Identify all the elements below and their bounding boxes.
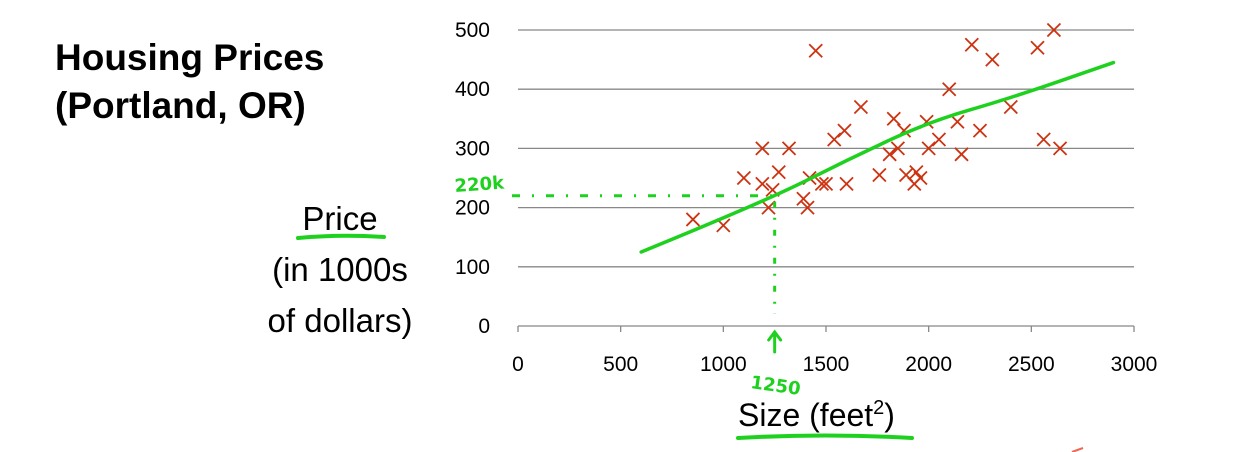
data-point bbox=[800, 200, 815, 215]
x-tick-0: 0 bbox=[512, 353, 524, 376]
data-point bbox=[931, 132, 947, 147]
fit-line-group bbox=[639, 60, 1116, 254]
y-axis-label-line-1: Price bbox=[302, 200, 378, 237]
x-tick-2500: 2500 bbox=[1008, 353, 1055, 376]
data-point bbox=[921, 141, 936, 156]
data-point bbox=[814, 176, 830, 192]
data-point bbox=[1003, 99, 1018, 115]
data-point bbox=[781, 141, 797, 156]
data-point bbox=[1046, 22, 1062, 38]
y-tick-500: 500 bbox=[455, 19, 490, 42]
x-tick-500: 500 bbox=[603, 353, 638, 376]
data-point bbox=[755, 141, 770, 156]
data-point bbox=[972, 123, 988, 138]
data-point bbox=[954, 147, 969, 162]
chart-title: Housing Prices (Portland, OR) bbox=[55, 34, 385, 130]
data-point bbox=[818, 176, 834, 192]
data-point bbox=[736, 170, 752, 186]
y-tick-labels: 0 100 200 300 400 500 bbox=[455, 19, 490, 338]
data-point bbox=[1036, 132, 1051, 147]
y-axis-label: Price (in 1000s of dollars) bbox=[240, 193, 440, 346]
title-line-1: Housing Prices bbox=[55, 37, 325, 78]
stray-mark bbox=[1071, 447, 1084, 452]
data-point bbox=[942, 82, 957, 97]
data-point bbox=[964, 37, 979, 52]
data-point bbox=[808, 43, 823, 58]
x-tick-1500: 1500 bbox=[803, 353, 850, 376]
x-axis-label-underline bbox=[736, 433, 914, 440]
x-tick-1000: 1000 bbox=[700, 353, 747, 376]
x-tick-3000: 3000 bbox=[1111, 353, 1158, 376]
x-axis-label: Size (feet2) bbox=[738, 397, 895, 433]
y-axis-label-line-3: of dollars) bbox=[267, 302, 413, 339]
y-axis-label-line-2: (in 1000s bbox=[272, 251, 408, 288]
data-point bbox=[796, 191, 811, 206]
data-points bbox=[685, 22, 1068, 233]
data-point bbox=[950, 114, 965, 129]
data-point bbox=[761, 200, 776, 215]
x-tick-2000: 2000 bbox=[905, 353, 952, 376]
data-point bbox=[771, 164, 786, 180]
y-tick-300: 300 bbox=[455, 137, 490, 160]
data-point bbox=[839, 176, 854, 192]
y-tick-100: 100 bbox=[455, 256, 490, 279]
data-point bbox=[837, 123, 852, 138]
fit-line bbox=[639, 60, 1116, 254]
data-point bbox=[872, 167, 887, 183]
data-point bbox=[913, 170, 928, 186]
data-point bbox=[882, 147, 897, 162]
annotation-1250: 1250 bbox=[749, 372, 802, 400]
data-point bbox=[1030, 40, 1045, 55]
data-point bbox=[985, 52, 1000, 67]
y-tick-400: 400 bbox=[455, 78, 490, 101]
data-point bbox=[909, 164, 924, 180]
y-tick-0: 0 bbox=[478, 315, 490, 338]
data-point bbox=[890, 141, 906, 156]
annotation-220k: 220k bbox=[454, 173, 506, 197]
data-point bbox=[755, 176, 770, 192]
y-tick-200: 200 bbox=[455, 197, 490, 220]
size-arrow bbox=[767, 329, 783, 354]
data-point bbox=[827, 132, 842, 147]
data-point bbox=[853, 99, 869, 115]
title-line-2: (Portland, OR) bbox=[55, 85, 306, 126]
data-point bbox=[886, 111, 901, 126]
grid-lines bbox=[517, 29, 1135, 332]
data-point bbox=[1052, 141, 1068, 156]
x-tick-labels: 0 500 1000 1500 2000 2500 3000 bbox=[512, 353, 1157, 376]
data-point bbox=[685, 212, 701, 227]
